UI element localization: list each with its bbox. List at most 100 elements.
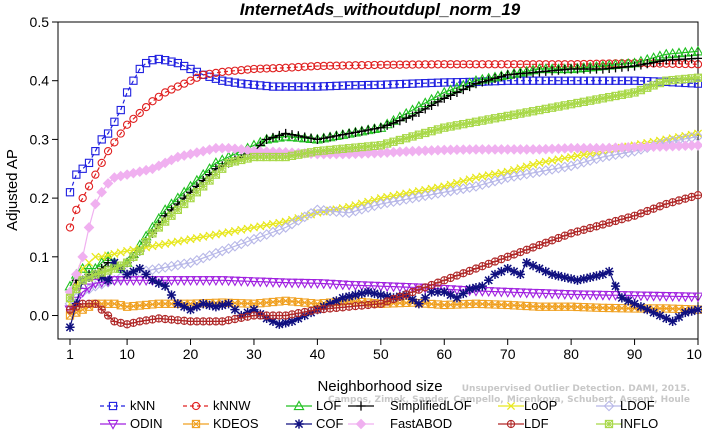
- point-marker-detail: [668, 76, 677, 85]
- point-marker: [668, 304, 677, 313]
- point-marker-detail: [510, 110, 519, 119]
- point-marker: [65, 322, 75, 332]
- point-marker-detail: [554, 234, 563, 242]
- point-marker-detail: [129, 252, 138, 261]
- legend-label: LDF: [524, 416, 549, 431]
- point-marker: [268, 132, 278, 143]
- point-marker-detail: [586, 224, 594, 232]
- point-marker: [230, 78, 240, 87]
- point-marker: [90, 198, 101, 210]
- point-marker: [294, 62, 303, 72]
- point-marker: [211, 68, 221, 78]
- point-marker: [414, 79, 424, 88]
- point-marker: [692, 139, 702, 151]
- point-marker: [223, 276, 235, 287]
- point-marker: [376, 80, 385, 89]
- point-marker-detail: [687, 74, 696, 83]
- point-marker: [509, 60, 519, 69]
- point-marker-detail: [485, 260, 493, 268]
- point-marker: [693, 129, 702, 138]
- point-marker-detail: [636, 86, 645, 95]
- series-ldf: [65, 191, 702, 329]
- point-marker: [192, 302, 202, 312]
- x-tick-label: 100: [686, 346, 702, 362]
- point-marker: [249, 305, 259, 315]
- point-marker: [281, 63, 290, 72]
- point-marker-detail: [605, 420, 613, 428]
- point-marker-detail: [592, 95, 601, 104]
- point-marker: [292, 278, 304, 289]
- point-marker-detail: [395, 136, 404, 144]
- point-marker-detail: [618, 215, 626, 223]
- point-marker: [286, 278, 298, 289]
- point-marker: [604, 266, 614, 277]
- point-marker: [497, 300, 506, 309]
- point-marker-detail: [694, 191, 702, 199]
- point-marker: [343, 280, 355, 291]
- legend-item-knn: kNN: [100, 398, 155, 413]
- point-marker-detail: [180, 199, 189, 208]
- point-marker: [419, 190, 431, 202]
- point-marker: [522, 301, 531, 311]
- point-marker: [408, 188, 417, 197]
- point-marker: [103, 275, 113, 285]
- point-marker: [78, 264, 87, 273]
- point-marker: [490, 300, 500, 309]
- point-marker: [306, 82, 316, 91]
- point-marker: [503, 300, 512, 310]
- point-marker: [166, 290, 177, 300]
- point-marker: [300, 132, 310, 142]
- point-marker: [357, 126, 367, 136]
- point-marker-detail: [421, 283, 429, 291]
- point-marker-detail: [357, 143, 366, 152]
- point-marker: [331, 131, 342, 141]
- point-marker: [116, 105, 125, 115]
- point-marker-detail: [637, 209, 645, 217]
- point-marker: [275, 82, 284, 91]
- point-marker: [154, 299, 163, 308]
- point-marker: [135, 301, 144, 310]
- point-marker-detail: [345, 144, 354, 153]
- point-marker-detail: [256, 153, 265, 162]
- point-marker: [217, 300, 227, 310]
- point-marker: [116, 129, 125, 138]
- point-marker: [216, 276, 228, 287]
- legend-label: LOF: [316, 398, 341, 413]
- point-marker-detail: [655, 79, 664, 88]
- point-marker: [368, 281, 381, 292]
- legend-label: INFLO: [620, 416, 658, 431]
- point-marker: [471, 283, 481, 293]
- point-marker-detail: [611, 217, 620, 225]
- point-marker: [275, 218, 284, 227]
- point-marker: [598, 76, 607, 85]
- point-marker: [457, 183, 469, 195]
- point-marker-detail: [567, 100, 576, 109]
- point-marker: [287, 63, 297, 72]
- point-marker: [268, 64, 278, 73]
- point-marker: [648, 307, 659, 318]
- point-marker: [382, 120, 392, 130]
- point-marker: [135, 263, 145, 274]
- point-marker-detail: [104, 311, 112, 320]
- point-marker: [375, 282, 387, 292]
- y-tick-label: 0.4: [30, 73, 50, 89]
- x-tick-label: 80: [563, 346, 579, 362]
- point-marker: [237, 79, 246, 88]
- series-inflo: [65, 73, 702, 303]
- point-marker-detail: [281, 153, 290, 162]
- point-marker: [154, 241, 163, 250]
- point-marker: [407, 192, 418, 204]
- legend-item-simplifiedlof: SimplifiedLOF: [348, 398, 472, 413]
- point-marker: [324, 279, 336, 290]
- point-marker: [72, 170, 81, 179]
- point-marker: [508, 171, 520, 182]
- point-marker: [642, 305, 652, 315]
- point-marker: [598, 269, 608, 280]
- legend-item-cof: COF: [286, 416, 344, 431]
- point-marker: [495, 173, 507, 185]
- point-marker: [110, 249, 119, 258]
- point-marker-detail: [522, 108, 531, 117]
- point-marker: [287, 82, 297, 91]
- point-marker-detail: [523, 246, 531, 254]
- point-marker: [141, 300, 151, 310]
